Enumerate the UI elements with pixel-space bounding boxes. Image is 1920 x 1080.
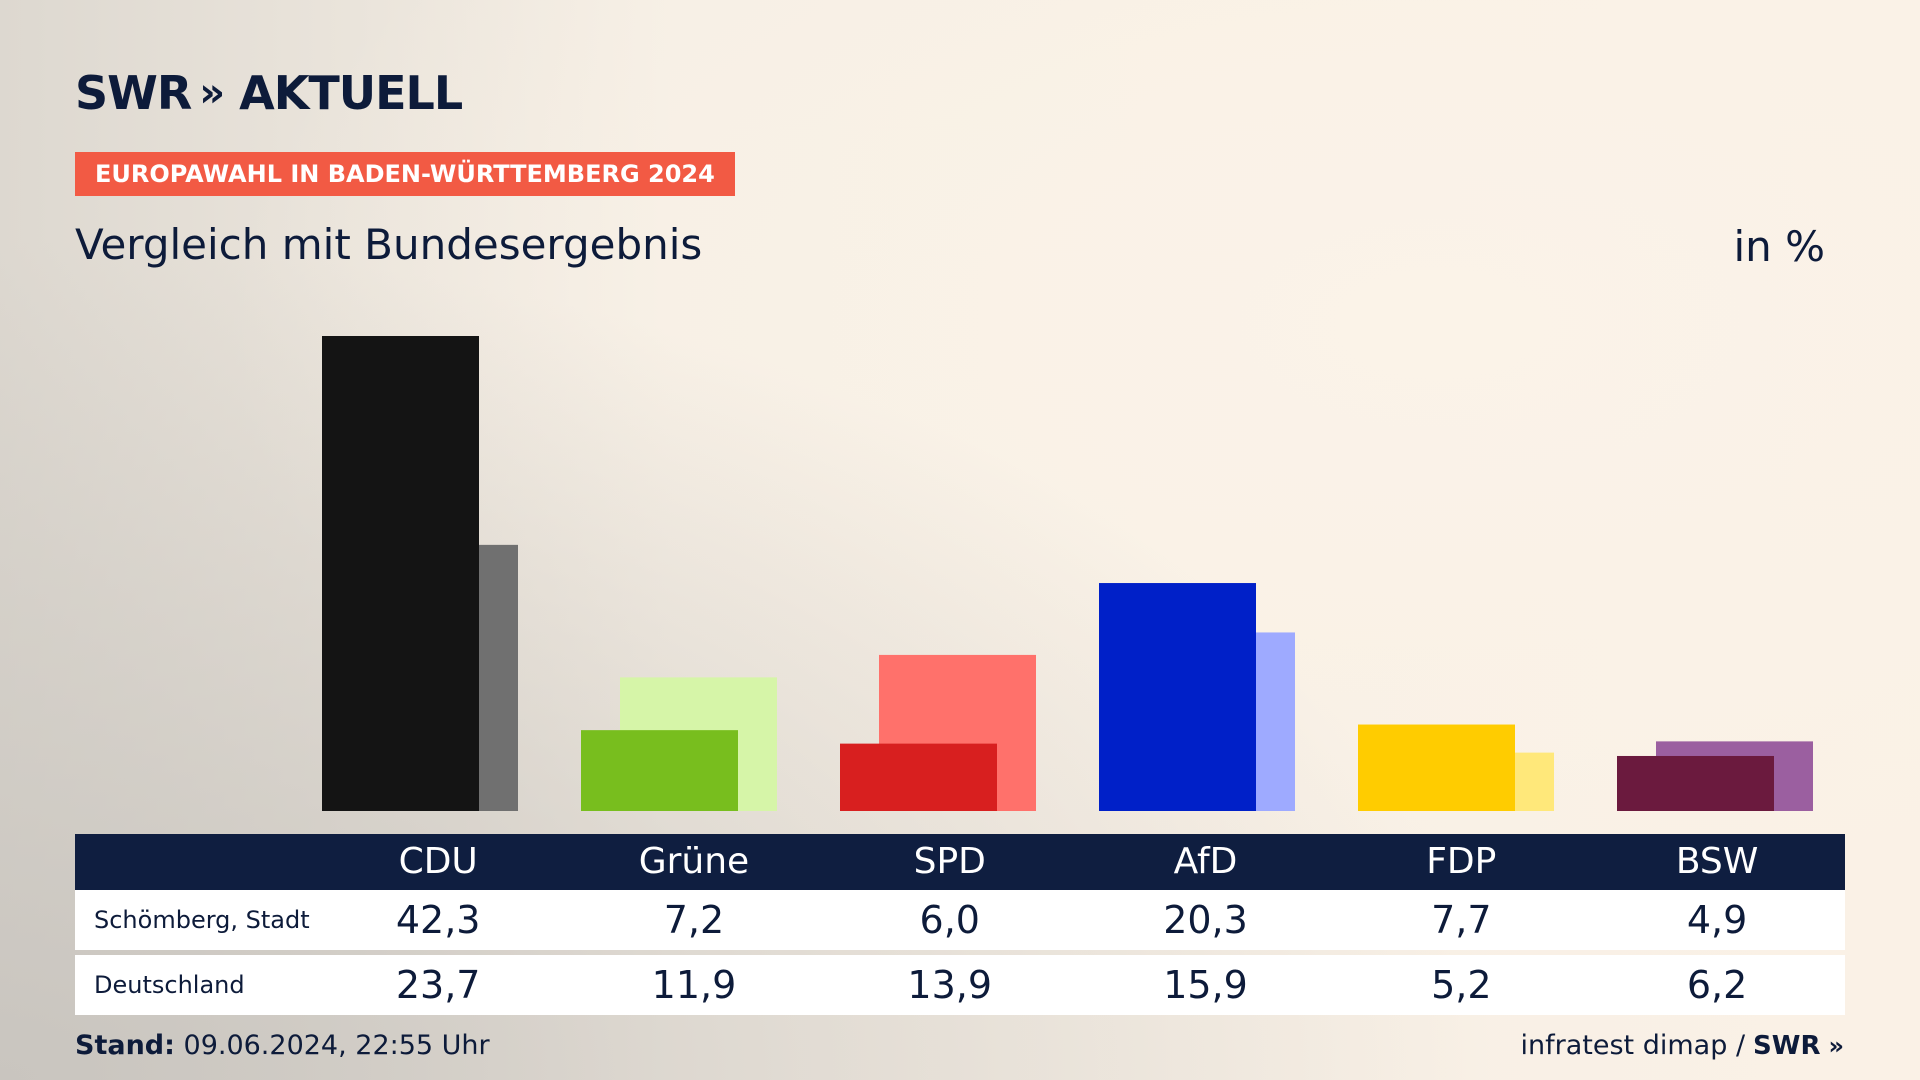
value-cell: 13,9: [907, 963, 993, 1007]
header-spacer: [75, 834, 310, 890]
bar-cdu-schoemberg: [322, 336, 479, 811]
source-text: infratest dimap /: [1520, 1030, 1746, 1061]
stand-value: 09.06.2024, 22:55 Uhr: [183, 1030, 490, 1061]
unit-label: in %: [1733, 222, 1825, 271]
party-header-cdu: CDU: [398, 841, 478, 882]
bar-spd-schoemberg: [840, 743, 997, 811]
value-cell: 7,7: [1431, 898, 1492, 942]
source-credit: infratest dimap / SWR »: [1521, 1030, 1845, 1061]
party-header-spd: SPD: [913, 841, 986, 882]
stand-label: Stand:: [75, 1030, 175, 1061]
logo-brand: SWR: [75, 66, 192, 120]
party-header-afd: AfD: [1173, 841, 1238, 882]
table-row: Schömberg, Stadt 42,3 7,2 6,0 20,3 7,7 4,9: [75, 890, 1845, 950]
value-cell: 6,2: [1686, 963, 1748, 1007]
value-cell: 7,2: [663, 898, 725, 942]
election-badge: EUROPAWAHL IN BADEN-WÜRTTEMBERG 2024: [75, 152, 735, 196]
party-header-grne: Grüne: [638, 841, 750, 882]
value-cell: 20,3: [1163, 898, 1248, 942]
results-table: CDU Grüne SPD AfD FDP BSW Schömberg, Stadt 42,…: [75, 834, 1845, 1015]
row-label: Deutschland: [94, 971, 245, 999]
bar-afd-schoemberg: [1099, 583, 1256, 811]
party-header-fdp: FDP: [1426, 841, 1497, 882]
value-cell: 5,2: [1431, 963, 1492, 1007]
value-cell: 6,0: [919, 898, 980, 942]
logo-product: AKTUELL: [239, 66, 463, 120]
timestamp: Stand: 09.06.2024, 22:55 Uhr: [75, 1030, 490, 1061]
table-row: Deutschland 23,7 11,9 13,9 15,9 5,2 6,2: [75, 955, 1845, 1015]
swr-aktuell-logo: SWR » AKTUELL: [75, 66, 463, 120]
bar-fdp-schoemberg: [1358, 724, 1515, 811]
bar-grne-schoemberg: [581, 730, 738, 811]
bar-bsw-schoemberg: [1617, 755, 1774, 811]
value-cell: 4,9: [1686, 898, 1748, 942]
value-cell: 23,7: [395, 963, 481, 1007]
value-cell: 11,9: [651, 963, 737, 1007]
source-brand: SWR: [1753, 1030, 1821, 1061]
value-cell: 42,3: [395, 898, 481, 942]
value-cell: 15,9: [1163, 963, 1248, 1007]
table-header: CDU Grüne SPD AfD FDP BSW: [75, 834, 1845, 890]
party-header-bsw: BSW: [1675, 841, 1759, 882]
source-chevron-icon: »: [1828, 1031, 1843, 1060]
table-body: Schömberg, Stadt 42,3 7,2 6,0 20,3 7,7 4,9 Deut…: [75, 890, 1845, 1015]
row-label: Schömberg, Stadt: [94, 906, 310, 934]
chart-subtitle: Vergleich mit Bundesergebnis: [75, 220, 703, 269]
